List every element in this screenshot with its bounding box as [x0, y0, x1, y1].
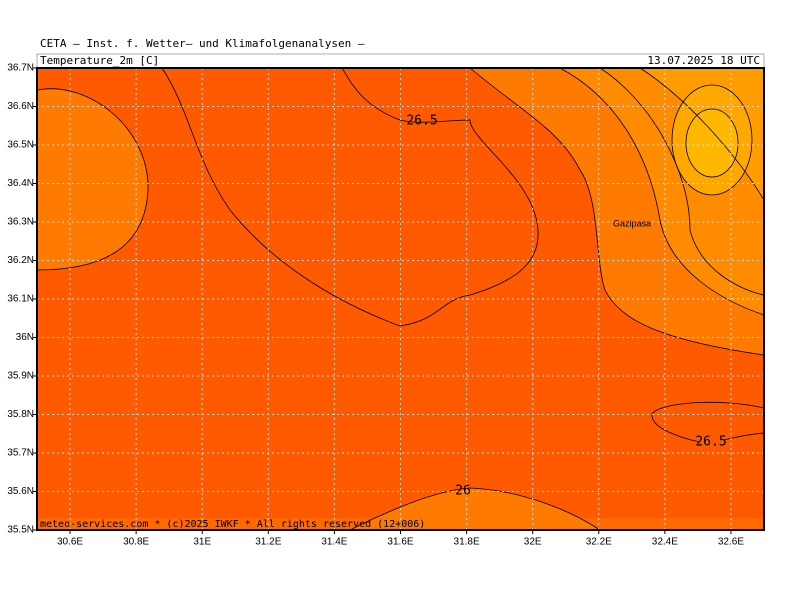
lon-label: 31.8E — [454, 537, 480, 548]
contour-label: 26 — [455, 484, 471, 499]
contour — [599, 67, 765, 296]
lat-label: 35.9N — [7, 371, 34, 382]
institute: CETA — Inst. f. Wetter— und Klimafolgena… — [40, 37, 365, 50]
contour — [349, 487, 601, 531]
lon-label: 32.6E — [718, 537, 744, 548]
place-label: Gazipasa — [613, 218, 651, 228]
contour — [671, 84, 753, 196]
contour — [559, 67, 765, 316]
lat-label: 36.3N — [7, 217, 34, 228]
lat-label: 35.8N — [7, 409, 34, 420]
contour — [639, 67, 765, 201]
lat-label: 36.1N — [7, 294, 34, 305]
title: Temperature_2m [C] — [40, 54, 159, 67]
contour-label: 26.5 — [406, 114, 437, 129]
contour — [36, 88, 149, 271]
contour-label: 26.5 — [695, 435, 726, 450]
lat-label: 36.4N — [7, 178, 34, 189]
lon-label: 31.4E — [321, 537, 347, 548]
lat-label: 35.7N — [7, 448, 34, 459]
lon-label: 31.6E — [387, 537, 413, 548]
contour — [651, 401, 765, 443]
warm-band — [37, 88, 149, 270]
lat-label: 36.2N — [7, 255, 34, 266]
lon-label: 31E — [193, 537, 211, 548]
contour — [161, 67, 539, 327]
lat-label: 36.5N — [7, 140, 34, 151]
lon-label: 32E — [524, 537, 542, 548]
lon-label: 31.2E — [255, 537, 281, 548]
footer: meteo-services.com * (c)2025 IWKF * All … — [40, 519, 425, 530]
date: 13.07.2025 18 UTC — [647, 54, 760, 67]
lon-label: 32.4E — [652, 537, 678, 548]
lat-label: 36.7N — [7, 63, 34, 74]
contours — [36, 67, 765, 531]
warm-core — [686, 109, 738, 177]
lat-label: 36N — [16, 332, 34, 343]
lon-label: 32.2E — [586, 537, 612, 548]
lon-label: 30.8E — [123, 537, 149, 548]
lat-label: 35.6N — [7, 486, 34, 497]
lat-label: 36.6N — [7, 101, 34, 112]
contour — [685, 108, 739, 178]
contour — [469, 67, 765, 356]
lat-label: 35.5N — [7, 525, 34, 536]
lon-label: 30.6E — [57, 537, 83, 548]
